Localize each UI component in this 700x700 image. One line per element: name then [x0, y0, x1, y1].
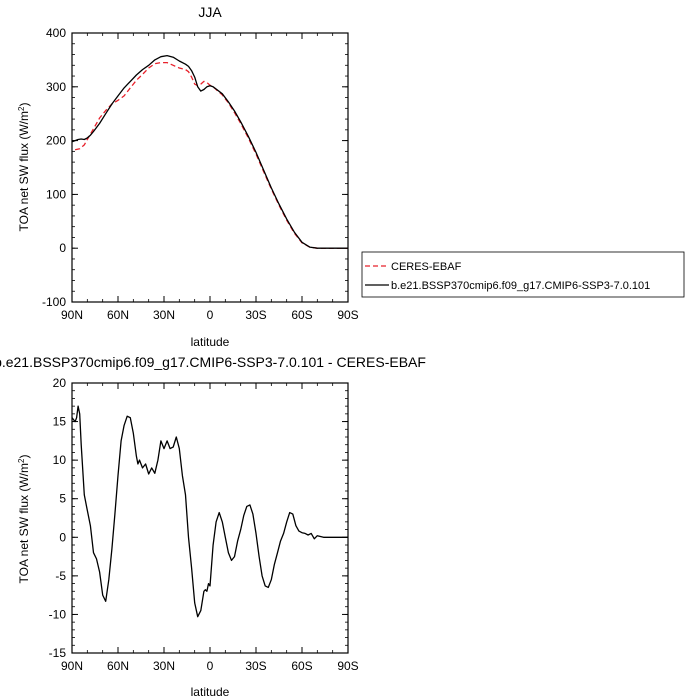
legend-label-ceres: CERES-EBAF [391, 261, 462, 273]
y-tick-label: 400 [46, 26, 66, 40]
x-tick-label: 90S [337, 659, 358, 673]
x-tick-label: 30N [153, 308, 175, 322]
x-tick-label: 60N [107, 308, 129, 322]
series-line-0-1 [71, 54, 348, 249]
y-tick-label: 200 [46, 134, 66, 148]
bottom-chart-title: b.e21.BSSP370cmip6.f09_g17.CMIP6-SSP3-7.… [0, 354, 426, 370]
y-tick-label: -5 [55, 569, 66, 583]
x-tick-label: 30N [153, 659, 175, 673]
x-tick-label: 90N [61, 659, 83, 673]
y-tick-label: -100 [42, 295, 66, 309]
x-tick-label: 0 [207, 308, 214, 322]
legend-box [361, 251, 685, 298]
legend: CERES-EBAF b.e21.BSSP370cmip6.f09_g17.CM… [361, 251, 685, 298]
bottom-chart: b.e21.BSSP370cmip6.f09_g17.CMIP6-SSP3-7.… [0, 354, 426, 699]
y-tick-label: 20 [53, 376, 67, 390]
top-y-axis-label: TOA net SW flux (W/m2) [17, 103, 32, 232]
top-chart: JJA 90N 60N 30N 0 30S 60S 90S -100 0 100 200 300 400… [17, 4, 359, 349]
top-x-axis-label: latitude [191, 335, 230, 349]
y-tick-label: 15 [53, 415, 67, 429]
x-tick-label: 60S [291, 308, 312, 322]
bottom-plot-area: 90N 60N 30N 0 30S 60S 90S -15 -10 -5 0 5 10 15 20 [49, 376, 359, 673]
x-tick-label: 0 [207, 659, 214, 673]
y-tick-label: 5 [59, 492, 66, 506]
y-tick-label: 10 [53, 453, 67, 467]
y-tick-label: 0 [59, 530, 66, 544]
plot-frame [71, 32, 349, 303]
legend-label-model: b.e21.BSSP370cmip6.f09_g17.CMIP6-SSP3-7.… [391, 280, 650, 292]
y-tick-label: 300 [46, 80, 66, 94]
y-tick-label: 100 [46, 187, 66, 201]
y-tick-label: 0 [59, 241, 66, 255]
x-tick-label: 60S [291, 659, 312, 673]
x-tick-label: 90N [61, 308, 83, 322]
x-tick-label: 30S [245, 659, 266, 673]
top-chart-title: JJA [198, 4, 222, 20]
y-tick-label: -15 [49, 646, 67, 660]
bottom-y-axis-label: TOA net SW flux (W/m2) [17, 455, 32, 584]
series-line-1-0 [71, 405, 348, 618]
top-plot-area: 90N 60N 30N 0 30S 60S 90S -100 0 100 200 300 400 [42, 26, 359, 322]
plot-frame [71, 382, 349, 654]
x-tick-label: 30S [245, 308, 266, 322]
x-tick-label: 90S [337, 308, 358, 322]
bottom-x-axis-label: latitude [191, 685, 230, 699]
series-line-0-0 [74, 61, 348, 249]
x-tick-label: 60N [107, 659, 129, 673]
y-tick-label: -10 [49, 607, 67, 621]
